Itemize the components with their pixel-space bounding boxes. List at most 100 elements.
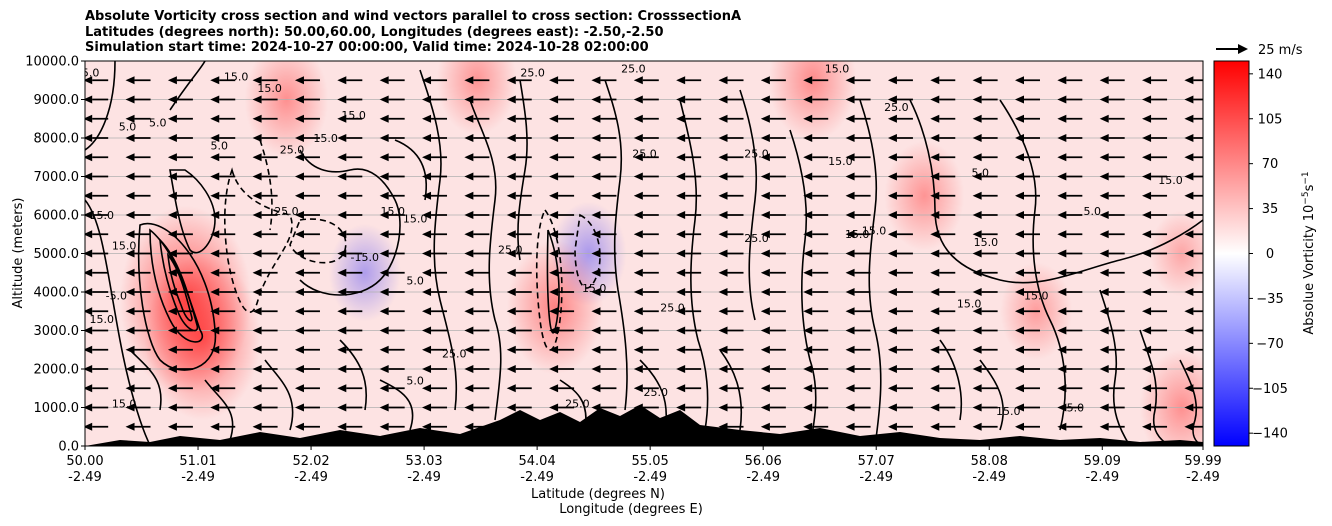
wind-vector (845, 95, 871, 104)
wind-vector (125, 326, 151, 335)
wind-vector (337, 76, 363, 85)
wind-vector (167, 153, 193, 162)
wind-vector (294, 403, 320, 412)
contour-label: 15.0 (1024, 290, 1049, 303)
wind-vector (337, 403, 363, 412)
wind-vector (718, 191, 744, 200)
contour-label: 15.0 (974, 236, 999, 249)
wind-vector (1142, 114, 1168, 123)
contour-label: 25.0 (621, 63, 646, 76)
x-tick-label-longitude: -2.49 (746, 470, 780, 485)
wind-vectors (85, 76, 1203, 431)
x-tick-label-longitude: -2.49 (859, 470, 893, 485)
wind-vector (337, 230, 363, 239)
contour-label: 15.0 (112, 240, 137, 253)
wind-vector (718, 268, 744, 277)
wind-vector (930, 288, 956, 296)
wind-vector (85, 403, 109, 412)
wind-vector (167, 288, 193, 296)
wind-vector (85, 211, 109, 219)
wind-vector (422, 422, 448, 431)
wind-vector (294, 326, 320, 335)
wind-vector (803, 172, 829, 181)
wind-vector (210, 403, 236, 412)
wind-vector (1057, 76, 1083, 85)
wind-vector (1014, 230, 1040, 239)
wind-vector (85, 384, 109, 393)
wind-vector (718, 211, 744, 219)
wind-vector (803, 211, 829, 219)
contour-label: 15.0 (90, 313, 115, 326)
wind-vector (464, 95, 490, 104)
x-tick-label-latitude: 52.02 (292, 454, 329, 469)
wind-vector (252, 268, 278, 277)
wind-vector (125, 95, 151, 104)
wind-vector (760, 172, 786, 181)
wind-vector (549, 288, 575, 296)
contour-label: 25.0 (280, 143, 305, 156)
wind-vector (845, 268, 871, 277)
wind-vector (718, 345, 744, 354)
contour-label: 5.0 (406, 274, 424, 287)
wind-vector (1099, 384, 1125, 393)
wind-vector (167, 172, 193, 181)
wind-vector (549, 95, 575, 104)
wind-vector (1142, 345, 1168, 354)
wind-vector (210, 326, 236, 335)
wind-vector (337, 211, 363, 219)
colorbar-label-unit: s (1302, 184, 1317, 191)
wind-vector (125, 365, 151, 373)
contour-label: 15.0 (224, 70, 249, 83)
contour-label: 25.0 (744, 232, 769, 245)
wind-vector (887, 288, 913, 296)
wind-vector (1014, 95, 1040, 104)
wind-vector (252, 384, 278, 393)
wind-vector (803, 422, 829, 431)
y-tick-label: 8000.0 (34, 132, 80, 147)
wind-vector (1142, 365, 1168, 373)
colorbar-label: Absolue Vorticity 10−5s−1 (1301, 171, 1317, 334)
wind-vector (591, 307, 617, 316)
wind-vector (1142, 230, 1168, 239)
wind-vector (506, 384, 532, 393)
wind-vector (591, 268, 617, 277)
wind-vector (760, 288, 786, 296)
wind-vector (1184, 326, 1203, 335)
y-tick-label: 5000.0 (34, 247, 80, 262)
wind-vector (1184, 307, 1203, 316)
x-axis: 50.00-2.4951.01-2.4952.02-2.4953.03-2.49… (66, 446, 1222, 485)
wind-vector (294, 211, 320, 219)
wind-vector (167, 384, 193, 393)
x-tick-label-longitude: -2.49 (1085, 470, 1119, 485)
wind-vector (887, 230, 913, 239)
wind-vector (1014, 403, 1040, 412)
wind-vector (930, 268, 956, 277)
wind-vector (1057, 211, 1083, 219)
wind-vector (294, 153, 320, 162)
wind-vector (1184, 249, 1203, 258)
wind-vector (1057, 345, 1083, 354)
wind-vector (1099, 288, 1125, 296)
wind-vector (294, 345, 320, 354)
x-tick-label-latitude: 56.06 (745, 454, 782, 469)
wind-vector (803, 384, 829, 393)
wind-vector (506, 249, 532, 258)
wind-vector (718, 365, 744, 373)
wind-vector (167, 345, 193, 354)
wind-vector (676, 403, 702, 412)
wind-vector (379, 191, 405, 200)
quiver-key-label: 25 m/s (1258, 43, 1303, 58)
wind-vector (972, 345, 998, 354)
wind-vector (379, 95, 405, 104)
wind-vector (210, 172, 236, 181)
wind-vector (887, 191, 913, 200)
wind-vector (549, 307, 575, 316)
wind-vector (422, 249, 448, 258)
y-tick-label: 4000.0 (34, 286, 80, 301)
wind-vector (676, 134, 702, 142)
wind-vector (464, 403, 490, 412)
wind-vector (760, 211, 786, 219)
terrain (85, 405, 1203, 446)
wind-vector (294, 422, 320, 431)
colorbar-tick-label: −105 (1252, 382, 1288, 397)
